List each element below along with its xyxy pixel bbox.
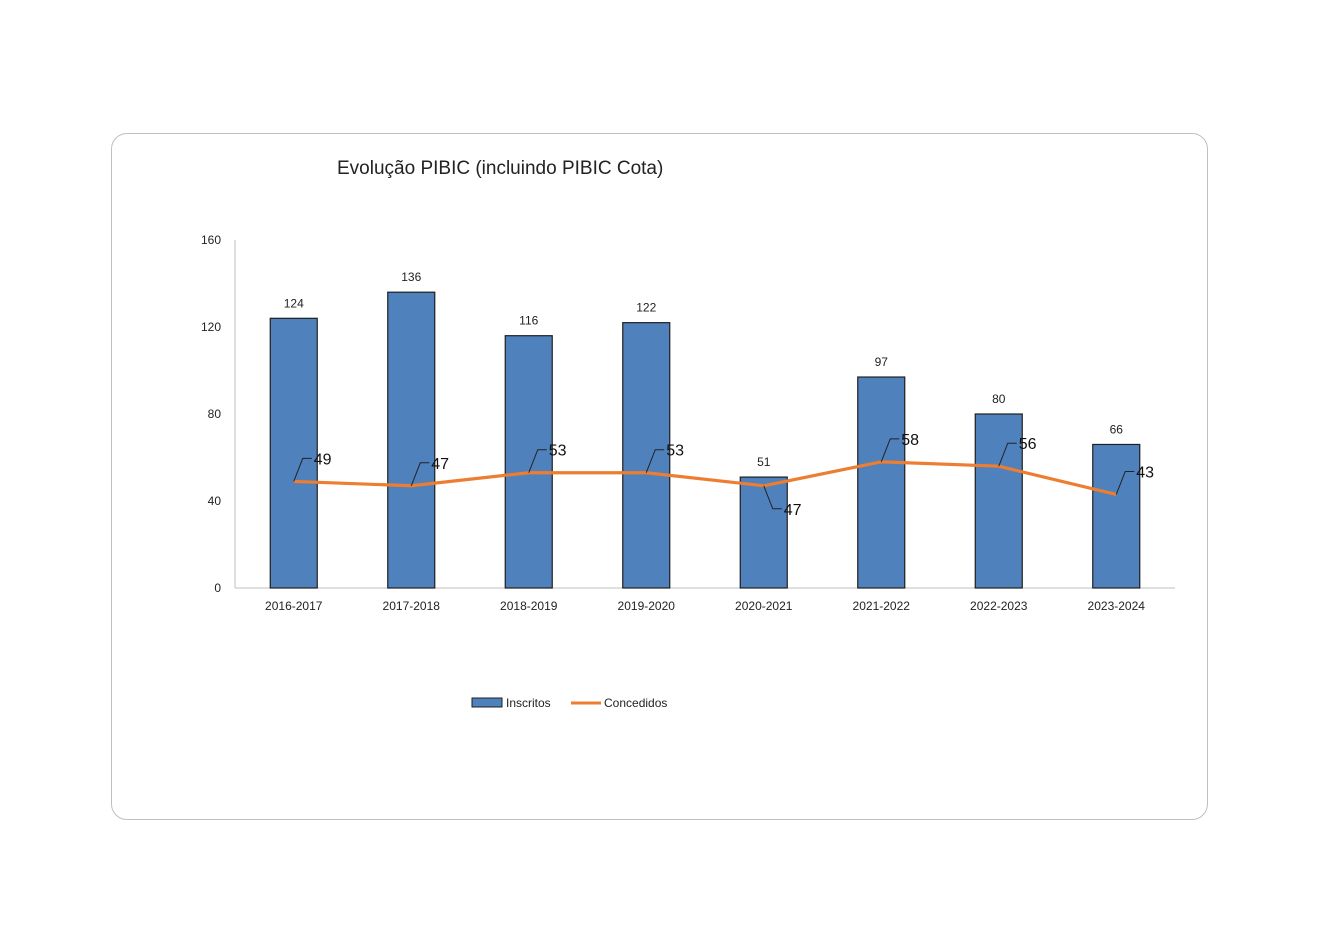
bar-data-label: 136 (401, 270, 421, 284)
bar-inscritos (857, 376, 906, 589)
x-tick-label: 2019-2020 (618, 599, 676, 613)
y-tick-label: 40 (208, 494, 222, 508)
bar-data-label: 66 (1110, 422, 1124, 436)
line-leader (645, 449, 665, 473)
bar-inscritos (387, 291, 436, 589)
bar-inscritos (1092, 443, 1141, 589)
data-labels: 124 136 116 122 51 97 80 66 49 47 53 53 47 58 56 43 (284, 270, 1154, 519)
x-tick-label: 2021-2022 (853, 599, 911, 613)
x-tick-label: 2023-2024 (1088, 599, 1146, 613)
line-data-label: 53 (666, 443, 684, 460)
bar-data-label: 97 (875, 355, 889, 369)
concedidos-series-line (293, 460, 1117, 497)
bar-data-label: 116 (519, 314, 538, 328)
x-tick-label: 2020-2021 (735, 599, 793, 613)
line-data-label: 43 (1136, 464, 1154, 481)
bar-inscritos (622, 322, 671, 589)
line-leader (1115, 470, 1135, 495)
bar-inscritos (269, 317, 318, 589)
legend-label-inscritos: Inscritos (506, 696, 551, 710)
legend-swatch-inscritos (471, 697, 503, 708)
y-tick-label: 120 (201, 320, 221, 334)
line-data-label: 56 (1019, 436, 1037, 453)
line-data-label: 53 (549, 443, 567, 460)
y-tick-label: 80 (208, 407, 222, 421)
line-leader (998, 442, 1017, 467)
line-data-label: 58 (901, 432, 919, 449)
x-tick-label: 2018-2019 (500, 599, 558, 613)
line-data-label: 47 (784, 502, 802, 519)
concedidos-line-layer (293, 460, 1117, 497)
x-tick-label: 2022-2023 (970, 599, 1028, 613)
line-data-label: 49 (314, 451, 332, 468)
line-data-label: 47 (431, 456, 449, 473)
line-leader (410, 462, 430, 486)
line-leader (880, 438, 900, 463)
line-leader (528, 449, 547, 473)
line-leader (293, 457, 312, 482)
legend: Inscritos Concedidos (471, 696, 667, 710)
bar-inscritos (504, 335, 553, 589)
bar-data-label: 124 (284, 296, 304, 310)
bars (269, 291, 1141, 589)
legend-label-concedidos: Concedidos (604, 696, 667, 710)
bar-data-label: 122 (636, 301, 656, 315)
axes: 0 40 80 120 160 2016-2017 2017-2018 2018-2019 20… (201, 233, 1175, 613)
chart-title: Evolução PIBIC (incluindo PIBIC Cota) (337, 158, 663, 179)
x-tick-label: 2017-2018 (383, 599, 441, 613)
line-leader (763, 485, 782, 510)
bar-inscritos (739, 476, 788, 589)
bar-data-label: 51 (757, 455, 771, 469)
y-tick-label: 0 (214, 581, 221, 595)
bar-data-label: 80 (992, 392, 1006, 406)
bar-inscritos (974, 413, 1023, 589)
x-tick-label: 2016-2017 (265, 599, 323, 613)
y-tick-label: 160 (201, 233, 221, 247)
